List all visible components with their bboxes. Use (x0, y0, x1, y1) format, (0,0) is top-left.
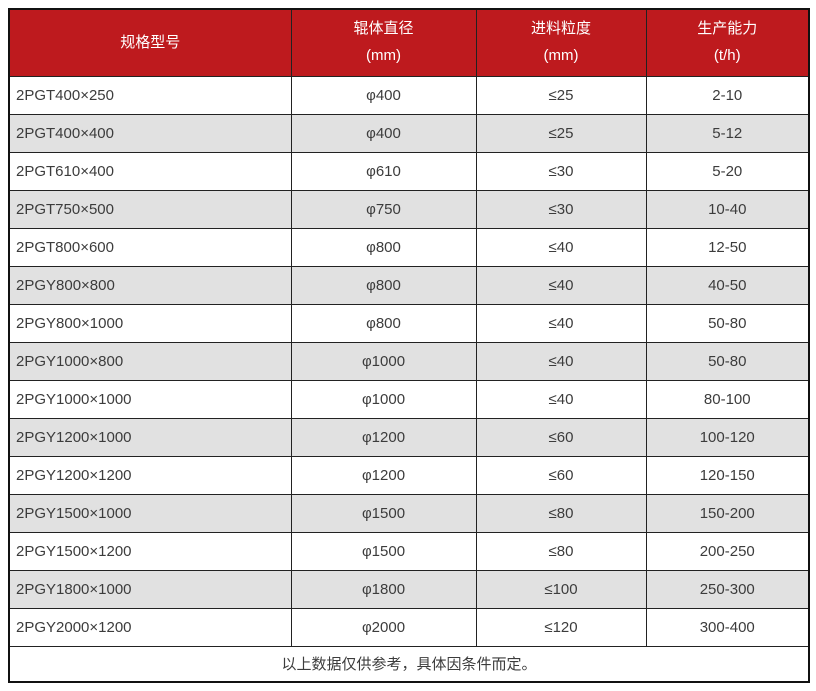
table-row: 2PGY2000×1200 φ2000 ≤120 300-400 (8, 607, 810, 647)
cell-capacity: 120-150 (645, 455, 810, 495)
cell-feed-size: ≤60 (475, 417, 647, 457)
cell-feed-size: ≤40 (475, 303, 647, 343)
cell-diameter: φ610 (290, 151, 477, 191)
cell-diameter: φ1000 (290, 341, 477, 381)
table-row: 2PGT750×500 φ750 ≤30 10-40 (8, 189, 810, 229)
cell-diameter: φ2000 (290, 607, 477, 647)
col-header-diameter: 辊体直径 (mm) (290, 8, 477, 77)
table-row: 2PGY800×800 φ800 ≤40 40-50 (8, 265, 810, 305)
table-row: 2PGT800×600 φ800 ≤40 12-50 (8, 227, 810, 267)
col-header-diameter-unit: (mm) (366, 47, 401, 65)
cell-model: 2PGY1000×1000 (8, 379, 292, 419)
cell-diameter: φ800 (290, 265, 477, 305)
cell-diameter: φ400 (290, 75, 477, 115)
cell-capacity: 80-100 (645, 379, 810, 419)
cell-capacity: 2-10 (645, 75, 810, 115)
cell-diameter: φ1500 (290, 531, 477, 571)
cell-model: 2PGT400×250 (8, 75, 292, 115)
cell-model: 2PGT610×400 (8, 151, 292, 191)
cell-diameter: φ400 (290, 113, 477, 153)
cell-feed-size: ≤25 (475, 113, 647, 153)
table-row: 2PGY1500×1200 φ1500 ≤80 200-250 (8, 531, 810, 571)
table-row: 2PGY800×1000 φ800 ≤40 50-80 (8, 303, 810, 343)
cell-feed-size: ≤40 (475, 341, 647, 381)
col-header-feed-size-unit: (mm) (543, 47, 579, 65)
cell-capacity: 10-40 (645, 189, 810, 229)
cell-diameter: φ1200 (290, 417, 477, 457)
cell-capacity: 250-300 (645, 569, 810, 609)
col-header-model-label: 规格型号 (120, 33, 181, 51)
table-row: 2PGY1000×800 φ1000 ≤40 50-80 (8, 341, 810, 381)
col-header-feed-size: 进料粒度 (mm) (475, 8, 647, 77)
cell-diameter: φ1800 (290, 569, 477, 609)
footer-note: 以上数据仅供参考，具体因条件而定。 (8, 645, 810, 683)
col-header-capacity-unit: (t/h) (713, 47, 741, 65)
cell-capacity: 50-80 (645, 303, 810, 343)
cell-model: 2PGY1200×1000 (8, 417, 292, 457)
cell-model: 2PGY800×1000 (8, 303, 292, 343)
cell-diameter: φ1000 (290, 379, 477, 419)
cell-capacity: 40-50 (645, 265, 810, 305)
col-header-capacity: 生产能力 (t/h) (645, 8, 810, 77)
cell-capacity: 5-20 (645, 151, 810, 191)
cell-model: 2PGT750×500 (8, 189, 292, 229)
cell-model: 2PGT800×600 (8, 227, 292, 267)
cell-diameter: φ750 (290, 189, 477, 229)
table-row: 2PGY1200×1200 φ1200 ≤60 120-150 (8, 455, 810, 495)
cell-model: 2PGY1500×1000 (8, 493, 292, 533)
cell-capacity: 300-400 (645, 607, 810, 647)
cell-diameter: φ800 (290, 227, 477, 267)
cell-model: 2PGY1800×1000 (8, 569, 292, 609)
cell-model: 2PGT400×400 (8, 113, 292, 153)
cell-model: 2PGY1200×1200 (8, 455, 292, 495)
cell-capacity: 12-50 (645, 227, 810, 267)
table-row: 2PGT610×400 φ610 ≤30 5-20 (8, 151, 810, 191)
cell-feed-size: ≤60 (475, 455, 647, 495)
cell-model: 2PGY800×800 (8, 265, 292, 305)
cell-feed-size: ≤120 (475, 607, 647, 647)
table-row: 2PGT400×400 φ400 ≤25 5-12 (8, 113, 810, 153)
col-header-capacity-label: 生产能力 (697, 20, 758, 38)
cell-feed-size: ≤40 (475, 265, 647, 305)
col-header-feed-size-label: 进料粒度 (530, 20, 591, 38)
header-row: 规格型号 辊体直径 (mm) 进料粒度 (mm) 生产能力 (t/h) (8, 8, 810, 77)
table-row: 2PGY1800×1000 φ1800 ≤100 250-300 (8, 569, 810, 609)
cell-capacity: 150-200 (645, 493, 810, 533)
cell-capacity: 100-120 (645, 417, 810, 457)
cell-feed-size: ≤25 (475, 75, 647, 115)
cell-capacity: 50-80 (645, 341, 810, 381)
cell-diameter: φ1200 (290, 455, 477, 495)
spec-table: 规格型号 辊体直径 (mm) 进料粒度 (mm) 生产能力 (t/h) 2PGT… (8, 8, 810, 683)
cell-capacity: 200-250 (645, 531, 810, 571)
cell-feed-size: ≤40 (475, 379, 647, 419)
cell-model: 2PGY1500×1200 (8, 531, 292, 571)
cell-feed-size: ≤80 (475, 531, 647, 571)
cell-diameter: φ1500 (290, 493, 477, 533)
cell-feed-size: ≤40 (475, 227, 647, 267)
table-row: 2PGY1500×1000 φ1500 ≤80 150-200 (8, 493, 810, 533)
table-row: 2PGY1200×1000 φ1200 ≤60 100-120 (8, 417, 810, 457)
cell-model: 2PGY1000×800 (8, 341, 292, 381)
cell-capacity: 5-12 (645, 113, 810, 153)
cell-diameter: φ800 (290, 303, 477, 343)
cell-feed-size: ≤100 (475, 569, 647, 609)
col-header-model: 规格型号 (8, 8, 292, 77)
col-header-diameter-label: 辊体直径 (353, 20, 414, 38)
cell-feed-size: ≤80 (475, 493, 647, 533)
cell-feed-size: ≤30 (475, 189, 647, 229)
cell-model: 2PGY2000×1200 (8, 607, 292, 647)
table-row: 2PGT400×250 φ400 ≤25 2-10 (8, 75, 810, 115)
cell-feed-size: ≤30 (475, 151, 647, 191)
footer-row: 以上数据仅供参考，具体因条件而定。 (8, 645, 810, 683)
table-row: 2PGY1000×1000 φ1000 ≤40 80-100 (8, 379, 810, 419)
